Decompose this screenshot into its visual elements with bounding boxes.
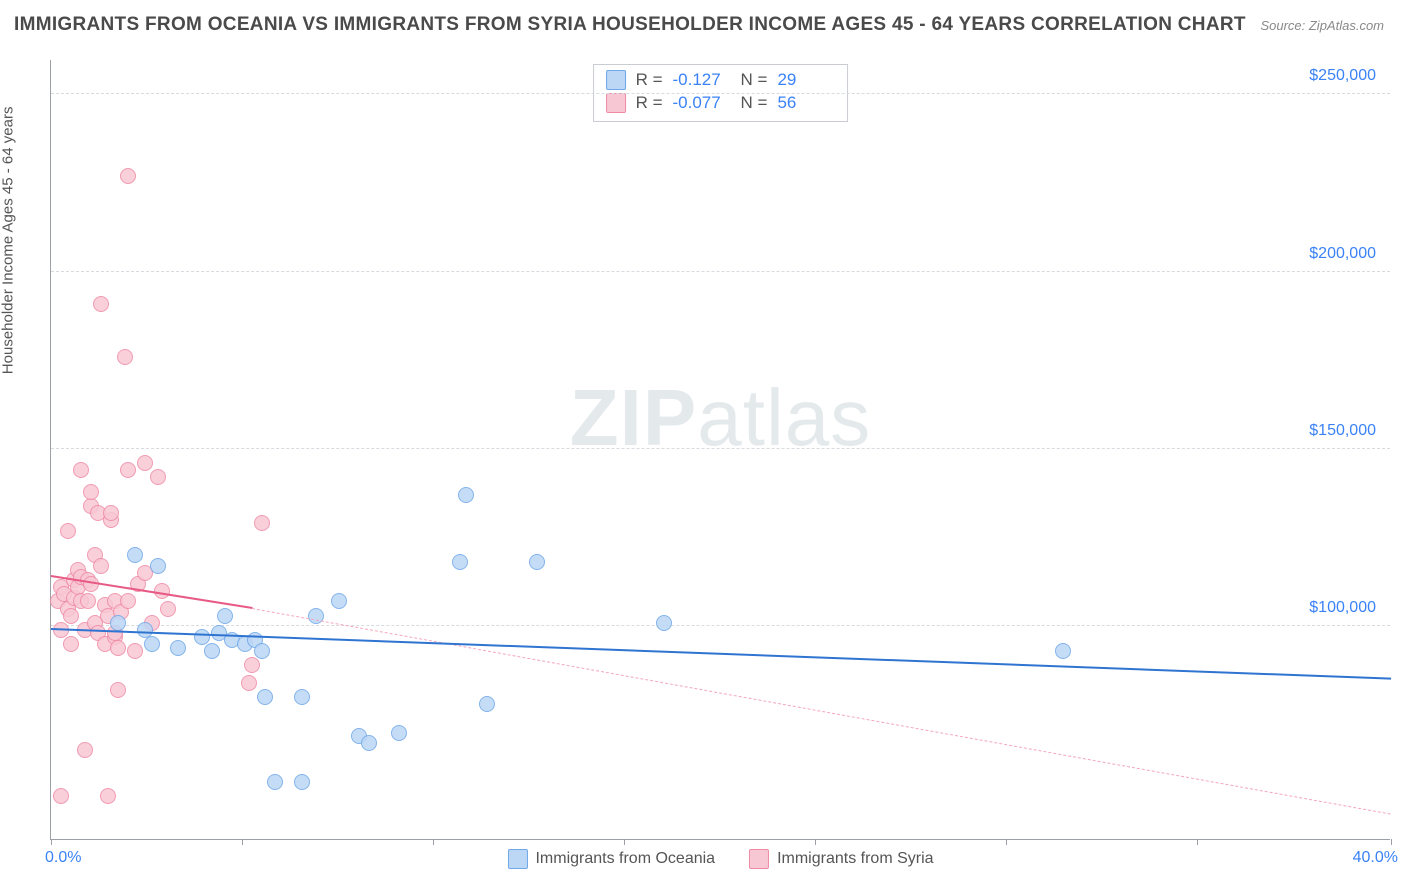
data-point-oceania	[254, 643, 270, 659]
gridline	[51, 93, 1390, 94]
x-tick	[1197, 839, 1198, 845]
n-value: 29	[777, 69, 835, 92]
gridline	[51, 625, 1390, 626]
data-point-oceania	[144, 636, 160, 652]
data-point-oceania	[194, 629, 210, 645]
data-point-syria	[63, 636, 79, 652]
data-point-syria	[150, 469, 166, 485]
y-tick-label: $250,000	[1309, 67, 1376, 85]
n-label: N =	[741, 92, 768, 115]
data-point-syria	[53, 788, 69, 804]
data-point-syria	[63, 608, 79, 624]
data-point-syria	[120, 462, 136, 478]
data-point-oceania	[217, 608, 233, 624]
swatch-oceania	[507, 849, 527, 869]
r-value: -0.127	[673, 69, 731, 92]
y-tick-label: $150,000	[1309, 422, 1376, 440]
data-point-syria	[160, 601, 176, 617]
swatch-syria	[749, 849, 769, 869]
r-label: R =	[636, 69, 663, 92]
legend-item-oceania: Immigrants from Oceania	[507, 849, 715, 869]
legend-item-syria: Immigrants from Syria	[749, 849, 933, 869]
swatch-oceania	[606, 70, 626, 90]
r-label: R =	[636, 92, 663, 115]
r-value: -0.077	[673, 92, 731, 115]
y-axis-label: Householder Income Ages 45 - 64 years	[0, 107, 17, 375]
data-point-syria	[110, 682, 126, 698]
data-point-syria	[120, 593, 136, 609]
trendline-extrapolated	[252, 608, 1391, 815]
data-point-oceania	[458, 487, 474, 503]
x-tick	[51, 839, 52, 845]
data-point-syria	[127, 643, 143, 659]
data-point-oceania	[479, 696, 495, 712]
data-point-syria	[77, 742, 93, 758]
data-point-syria	[93, 296, 109, 312]
y-tick-label: $200,000	[1309, 245, 1376, 263]
stats-row-oceania: R = -0.127 N = 29	[606, 69, 836, 92]
x-tick	[624, 839, 625, 845]
data-point-syria	[103, 505, 119, 521]
chart-title: IMMIGRANTS FROM OCEANIA VS IMMIGRANTS FR…	[14, 14, 1246, 36]
watermark: ZIPatlas	[570, 372, 871, 464]
data-point-syria	[110, 640, 126, 656]
data-point-oceania	[391, 725, 407, 741]
data-point-oceania	[452, 554, 468, 570]
data-point-oceania	[127, 547, 143, 563]
x-tick	[242, 839, 243, 845]
data-point-syria	[254, 515, 270, 531]
n-label: N =	[741, 69, 768, 92]
x-axis-max-label: 40.0%	[1353, 849, 1398, 867]
n-value: 56	[777, 92, 835, 115]
data-point-syria	[120, 168, 136, 184]
data-point-oceania	[294, 774, 310, 790]
legend-label: Immigrants from Syria	[777, 850, 933, 868]
data-point-oceania	[150, 558, 166, 574]
stats-row-syria: R = -0.077 N = 56	[606, 92, 836, 115]
data-point-oceania	[110, 615, 126, 631]
data-point-oceania	[267, 774, 283, 790]
data-point-syria	[241, 675, 257, 691]
gridline	[51, 271, 1390, 272]
data-point-syria	[93, 558, 109, 574]
swatch-syria	[606, 93, 626, 113]
source-attribution: Source: ZipAtlas.com	[1260, 18, 1384, 33]
x-tick	[1391, 839, 1392, 845]
data-point-syria	[60, 523, 76, 539]
x-tick	[1006, 839, 1007, 845]
data-point-oceania	[204, 643, 220, 659]
series-legend: Immigrants from Oceania Immigrants from S…	[507, 849, 933, 869]
data-point-syria	[73, 462, 89, 478]
data-point-oceania	[331, 593, 347, 609]
data-point-oceania	[656, 615, 672, 631]
legend-label: Immigrants from Oceania	[535, 850, 715, 868]
gridline	[51, 448, 1390, 449]
x-tick	[815, 839, 816, 845]
data-point-oceania	[170, 640, 186, 656]
y-tick-label: $100,000	[1309, 599, 1376, 617]
data-point-oceania	[529, 554, 545, 570]
data-point-oceania	[294, 689, 310, 705]
data-point-syria	[83, 484, 99, 500]
data-point-syria	[117, 349, 133, 365]
data-point-syria	[80, 593, 96, 609]
plot-area: ZIPatlas R =-0.127N =29R =-0.077N =56 0.…	[50, 60, 1390, 840]
data-point-oceania	[257, 689, 273, 705]
data-point-syria	[137, 455, 153, 471]
x-tick	[433, 839, 434, 845]
data-point-syria	[100, 788, 116, 804]
data-point-syria	[244, 657, 260, 673]
x-axis-min-label: 0.0%	[45, 849, 81, 867]
data-point-oceania	[1055, 643, 1071, 659]
data-point-oceania	[361, 735, 377, 751]
